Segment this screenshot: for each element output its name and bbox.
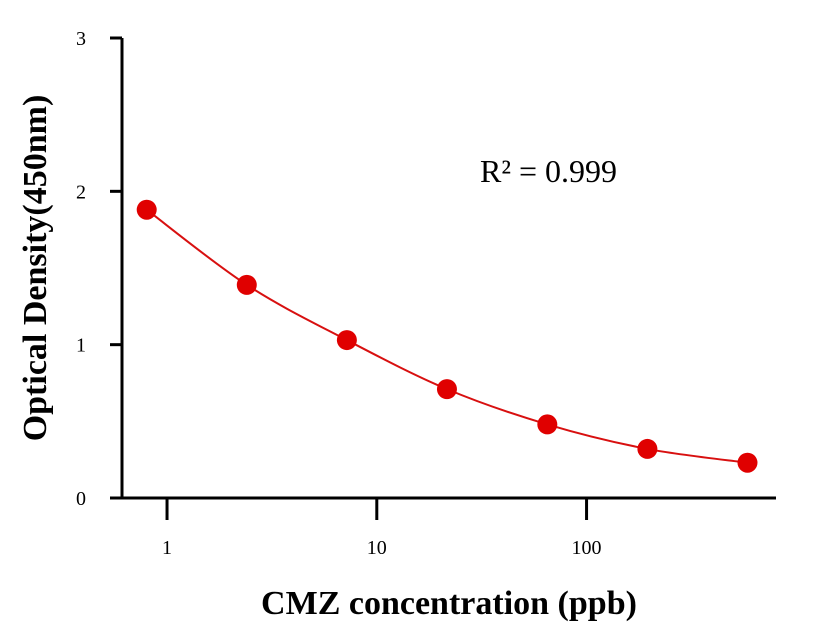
y-tick-label: 2 [76, 181, 86, 203]
data-point [236, 274, 257, 295]
y-tick-label: 3 [76, 28, 86, 50]
data-point [436, 379, 457, 400]
data-point [336, 330, 357, 351]
fit-curve [146, 208, 748, 464]
fit-curve-layer [146, 208, 748, 464]
x-tick-label: 100 [572, 537, 602, 559]
y-tick-label: 0 [76, 488, 86, 510]
data-points-layer [136, 199, 758, 473]
y-axis-title: Optical Density(450nm) [17, 95, 54, 442]
r-squared-annotation: R² = 0.999 [480, 153, 617, 189]
axes [120, 38, 776, 500]
x-tick-label: 10 [367, 537, 387, 559]
ticks: 0 1 2 3 1 10 100 [76, 28, 602, 559]
x-tick-label: 1 [162, 537, 172, 559]
y-tick-label: 1 [76, 335, 86, 357]
data-point [737, 452, 758, 473]
data-point [136, 199, 157, 220]
data-point [637, 438, 658, 459]
x-axis-title: CMZ concentration (ppb) [261, 585, 637, 622]
data-point [537, 414, 558, 435]
